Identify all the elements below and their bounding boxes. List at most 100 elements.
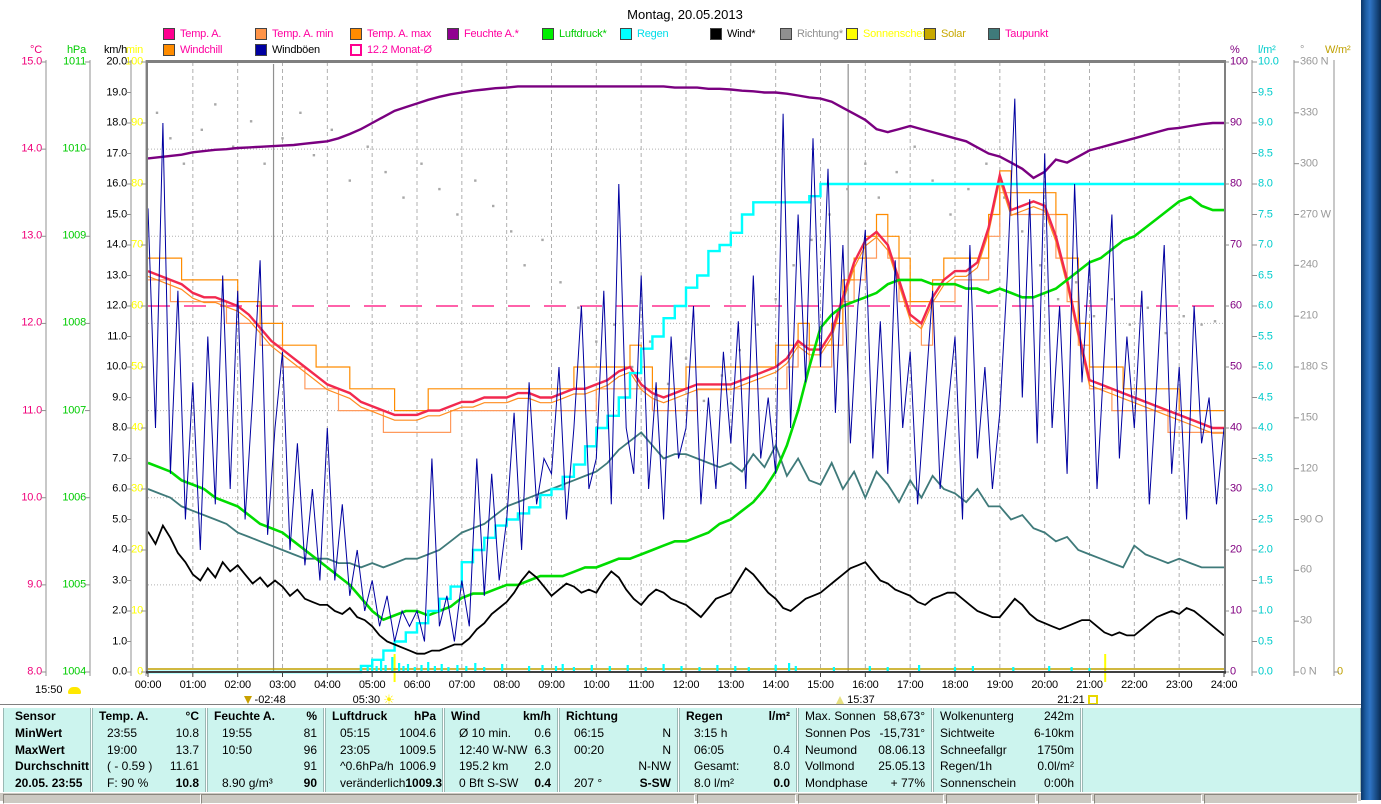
- table-header-row: Regen l/m²: [680, 708, 796, 725]
- cell-text: 1750m: [1037, 742, 1074, 757]
- kmh-axis-label-8: 12.0: [106, 299, 127, 312]
- table-row: Sonnenschein 0:00h: [934, 775, 1080, 792]
- table-row: Sichtweite 6-10km: [934, 725, 1080, 742]
- temp-c-axis-label-5: 10.0: [21, 491, 42, 504]
- table-header-row: Wind km/h: [445, 708, 557, 725]
- lm2-axis-label-3: 8.5: [1258, 147, 1273, 159]
- cell-text: 6-10km: [1033, 725, 1074, 740]
- percent-axis-label-10: 0: [1230, 665, 1236, 678]
- min-axis-label-3: 70: [131, 238, 143, 251]
- table-row: 06:05 0.4: [680, 742, 796, 759]
- kmh-axis-label-13: 7.0: [112, 452, 127, 464]
- cell-text: ( - 0.59 ): [107, 759, 153, 774]
- legend-item-luftdruck-: Luftdruck*: [542, 28, 607, 40]
- cell-text: 58,673°: [883, 709, 925, 723]
- temp-c-axis-unit: °C: [30, 44, 42, 56]
- kmh-axis-label-4: 16.0: [106, 177, 127, 190]
- cell-text: Sonnenschein: [940, 776, 1017, 791]
- wm2-axis-label-0: 0: [1337, 665, 1343, 678]
- x-tick-label-2: 02:00: [224, 679, 251, 691]
- kmh-axis-label-3: 17.0: [106, 147, 127, 159]
- table-row-label: MinWert: [4, 725, 90, 742]
- cell-text: 00:20: [574, 742, 605, 757]
- legend-item-temp-a-max: Temp. A. max: [350, 28, 431, 40]
- kmh-axis-label-7: 13.0: [106, 269, 127, 281]
- sensor-summary-table: Sensor MinWert MaxWert Durchschnitt 20.05. 2…: [0, 704, 1361, 793]
- kmh-axis-label-18: 2.0: [112, 604, 127, 617]
- cell-text: 8.0 l/m²: [694, 776, 735, 791]
- percent-axis-label-9: 10: [1230, 604, 1242, 617]
- cell-text: Wolkenunterg: [940, 709, 1014, 723]
- legend-item-temp-a-: Temp. A.: [163, 28, 221, 40]
- legend-item-solar: Solar: [924, 28, 966, 40]
- header-text: °C: [185, 709, 199, 723]
- percent-axis-label-8: 20: [1230, 543, 1242, 556]
- hpa-axis-label-2: 1009: [62, 229, 86, 242]
- moonset-time-label: -02:48: [254, 694, 286, 706]
- percent-axis-label-5: 50: [1230, 360, 1242, 373]
- header-text: Temp. A.: [99, 709, 149, 723]
- lm2-axis-label-8: 6.0: [1258, 299, 1273, 312]
- header-text: Wind: [451, 709, 481, 723]
- x-tick-label-6: 06:00: [403, 679, 431, 691]
- table-row: 23:55 10.8: [93, 725, 205, 742]
- x-tick-label-12: 12:00: [672, 679, 700, 691]
- table-row: 23:05 1009.5: [326, 742, 442, 759]
- table-row: ^0.6hPa/h 1006.9: [326, 758, 442, 775]
- table-section-astro: Max. Sonnen 58,673° Sonnen Pos -15,731° Neum…: [798, 708, 932, 792]
- cell-text: 0.4: [534, 776, 551, 791]
- cell-text: 19:00: [107, 742, 138, 757]
- moonset-annotation: -02:48: [243, 694, 286, 706]
- row-label-text: MinWert: [15, 725, 63, 740]
- x-tick-label-3: 03:00: [269, 679, 296, 691]
- row-label-text: Durchschnitt: [15, 759, 90, 774]
- legend-swatch: [163, 28, 175, 40]
- table-row: Gesamt: 8.0: [680, 758, 796, 775]
- lm2-axis-label-11: 4.5: [1258, 391, 1273, 403]
- cell-text: Ø 10 min.: [459, 725, 512, 740]
- status-segment-7: [1204, 794, 1358, 804]
- lm2-axis-label-13: 3.5: [1258, 452, 1273, 464]
- table-row: 3:15 h: [680, 725, 796, 742]
- cell-text: 1006.9: [399, 759, 436, 774]
- temp-c-axis-label-6: 9.0: [27, 578, 42, 591]
- legend-label: Windchill: [180, 44, 223, 56]
- lm2-axis-label-12: 4.0: [1258, 421, 1273, 434]
- temp-c-axis-label-2: 13.0: [21, 229, 42, 242]
- kmh-axis-label-2: 18.0: [106, 116, 127, 129]
- cell-text: 2.0: [534, 759, 551, 774]
- legend-label: Feuchte A.*: [464, 28, 519, 40]
- min-axis-label-2: 80: [131, 177, 143, 190]
- table-row: 10:50 96: [208, 742, 323, 759]
- sunrise-annotation: 05:30 ☀: [353, 693, 395, 706]
- cell-text: 1004.6: [399, 725, 436, 740]
- x-tick-label-4: 04:00: [314, 679, 341, 691]
- lm2-axis-label-2: 9.0: [1258, 116, 1273, 129]
- legend-item-sonnenschein: Sonnenschein: [846, 28, 931, 40]
- legend-label: Temp. A.: [180, 28, 222, 40]
- status-segment-0: [3, 794, 201, 804]
- table-row-label: MaxWert: [4, 742, 90, 759]
- kmh-axis-label-6: 14.0: [106, 238, 127, 251]
- min-axis-label-10: 0: [137, 665, 143, 678]
- kmh-axis-label-17: 3.0: [112, 574, 127, 586]
- cell-text: 81: [303, 725, 317, 740]
- table-row: Vollmond 25.05.13: [799, 758, 931, 775]
- percent-axis-label-4: 60: [1230, 299, 1242, 312]
- x-tick-label-0: 00:00: [134, 679, 162, 691]
- header-text: Feuchte A.: [214, 709, 275, 723]
- hpa-axis-label-3: 1008: [62, 316, 86, 329]
- x-tick-label-16: 16:00: [852, 679, 879, 691]
- table-section-luftdruck: Luftdruck hPa 05:15 1004.6 23:05 1009.5 ^0.6hP…: [325, 708, 443, 792]
- table-row-label: Sensor: [4, 708, 90, 725]
- table-section-temp-a-: Temp. A. °C 23:55 10.8 19:00 13.7 ( - 0.59 ) 11…: [92, 708, 206, 792]
- cell-text: F: 90 %: [107, 776, 149, 791]
- cell-text: N: [662, 742, 671, 757]
- sunset-time-label: 21:21: [1057, 694, 1085, 706]
- header-text: Richtung: [566, 709, 618, 723]
- row-label-text: Sensor: [15, 709, 56, 723]
- table-section-row-labels: Sensor MinWert MaxWert Durchschnitt 20.05. 2…: [3, 708, 91, 792]
- legend-swatch: [350, 28, 362, 40]
